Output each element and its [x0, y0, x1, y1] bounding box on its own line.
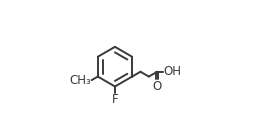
Text: OH: OH [163, 65, 181, 78]
Text: F: F [112, 93, 118, 106]
Text: O: O [153, 80, 162, 93]
Text: CH₃: CH₃ [69, 74, 91, 87]
